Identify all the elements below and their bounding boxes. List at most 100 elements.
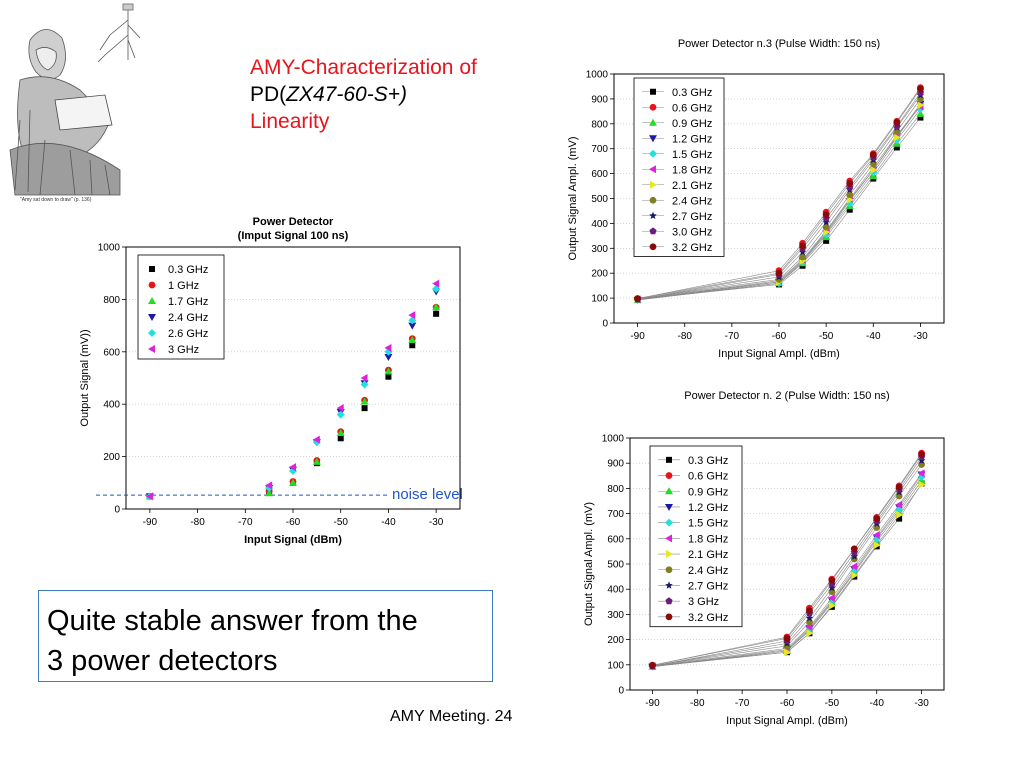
data-point <box>873 541 881 550</box>
legend-marker <box>665 472 673 479</box>
legend-marker <box>649 243 657 251</box>
data-point <box>265 481 273 490</box>
legend-label: 2.1 GHz <box>672 180 712 192</box>
data-point <box>822 223 830 231</box>
data-point <box>408 316 417 325</box>
y-tick-label: 500 <box>591 194 608 205</box>
y-axis-label: Output Signal Ampl. (mV) <box>567 136 579 260</box>
data-point <box>806 629 814 638</box>
x-tick-label: -80 <box>677 331 692 342</box>
data-point <box>805 614 814 622</box>
y-tick-label: 800 <box>103 295 120 306</box>
x-tick-label: -50 <box>825 698 840 709</box>
data-point <box>312 457 321 465</box>
data-point <box>851 571 859 580</box>
series-line <box>652 484 922 667</box>
y-tick-label: 200 <box>591 269 608 280</box>
x-tick-label: -90 <box>143 517 158 528</box>
legend-label: 0.6 GHz <box>688 471 728 483</box>
legend: 0.3 GHz 0.6 GHz 0.9 GHz 1.2 GHz 1.5 GHz 1.8 G… <box>649 445 743 628</box>
legend-box <box>137 254 225 360</box>
legend-label: 3.0 GHz <box>672 226 712 238</box>
x-tick-label: -60 <box>772 331 787 342</box>
data-point <box>893 119 901 126</box>
series-line <box>652 473 922 667</box>
summary-callout: Quite stable answer from the 3 power det… <box>38 590 493 682</box>
data-point <box>312 435 320 444</box>
legend-marker <box>148 297 156 304</box>
data-point <box>799 242 806 250</box>
x-tick-label: -50 <box>819 331 834 342</box>
illustration-caption: "Amy sat down to draw" (p. 136) <box>20 197 92 203</box>
y-tick-label: 1000 <box>98 243 121 254</box>
data-point <box>850 545 858 553</box>
x-tick-label: -80 <box>190 517 205 528</box>
x-axis-label: Input Signal Ampl. (dBm) <box>726 715 848 727</box>
series-line <box>652 454 922 666</box>
y-tick-label: 500 <box>607 560 624 571</box>
y-tick-label: 600 <box>591 169 608 180</box>
y-tick-label: 200 <box>103 452 120 463</box>
series-line <box>637 106 921 300</box>
y-tick-label: 900 <box>591 94 608 105</box>
y-tick-label: 800 <box>607 484 624 495</box>
y-tick-label: 600 <box>103 347 120 358</box>
title-line-3: Linearity <box>250 110 330 133</box>
y-tick-label: 700 <box>591 144 608 155</box>
data-point <box>384 343 392 352</box>
legend-label: 2.1 GHz <box>688 549 728 561</box>
y-tick-label: 100 <box>607 660 624 671</box>
x-tick-label: -90 <box>630 331 645 342</box>
legend-marker <box>649 196 657 204</box>
series-10 <box>634 85 924 302</box>
data-point <box>917 469 925 478</box>
data-point <box>408 311 416 320</box>
title-line-1: AMY-Characterization of <box>250 56 477 79</box>
data-point <box>917 85 924 93</box>
x-tick-label: -60 <box>286 517 301 528</box>
series-line <box>637 117 921 300</box>
data-point <box>433 310 440 317</box>
data-point <box>917 101 925 110</box>
x-tick-label: -30 <box>914 698 929 709</box>
data-point <box>850 552 859 560</box>
data-point <box>799 253 806 261</box>
legend-label: 1.2 GHz <box>688 502 728 514</box>
chart-power-detector-n2: Power Detector n. 2 (Pulse Width: 150 ns… <box>583 390 945 727</box>
data-point <box>409 342 416 349</box>
legend-label: 1 GHz <box>168 280 199 292</box>
series-line <box>637 87 921 299</box>
legend-label: 1.5 GHz <box>672 149 712 161</box>
legend-label: 2.6 GHz <box>168 328 208 340</box>
data-point <box>384 354 393 362</box>
y-tick-label: 400 <box>591 219 608 230</box>
data-point <box>408 336 417 344</box>
series-line <box>652 476 922 667</box>
data-point <box>360 374 368 382</box>
data-point <box>895 500 903 509</box>
legend-label: 3 GHz <box>688 596 719 608</box>
legend-label: 0.9 GHz <box>672 118 712 130</box>
y-tick-label: 700 <box>607 509 624 520</box>
data-point <box>385 373 392 380</box>
data-point <box>828 601 836 610</box>
data-point <box>846 206 853 213</box>
footer-meeting: AMY Meeting. 24 <box>390 708 513 725</box>
legend-marker <box>666 550 673 559</box>
x-axis-label: Input Signal Ampl. (dBm) <box>718 348 840 360</box>
data-point <box>916 109 925 117</box>
y-tick-label: 0 <box>114 505 120 516</box>
legend-marker <box>665 613 673 621</box>
series-line <box>637 95 921 300</box>
data-point <box>408 322 417 330</box>
data-point <box>265 489 274 497</box>
legend-marker <box>148 314 156 321</box>
legend-label: 3.2 GHz <box>672 242 712 254</box>
legend-box <box>649 445 743 628</box>
data-point <box>893 133 901 142</box>
legend-label: 2.7 GHz <box>688 580 728 592</box>
data-point <box>822 211 830 219</box>
y-axis-label: Output Signal Ampl. (mV) <box>583 502 595 626</box>
legend-label: 3 GHz <box>168 344 199 356</box>
chart-title: Power Detector n. 2 (Pulse Width: 150 ns… <box>684 390 889 402</box>
